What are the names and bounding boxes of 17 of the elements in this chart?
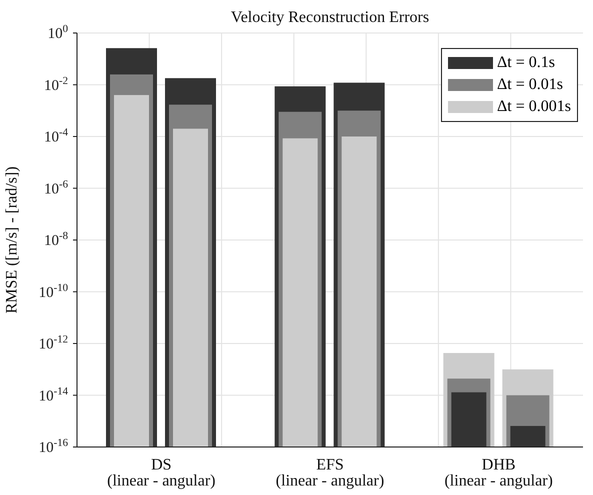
x-tick-label: DS (linear - angular) xyxy=(107,456,216,490)
y-tick-label: 10$^{-6}$ xyxy=(44,178,69,198)
legend-label: Δt = 0.001s xyxy=(497,98,571,116)
y-tick-label: 10$^{-14}$ xyxy=(38,385,69,404)
y-tick-label: 10$^{-10}$ xyxy=(38,282,68,301)
y-tick-label: 10$^{-16}$ xyxy=(38,437,69,456)
x-tick-label: DHB (linear - angular) xyxy=(444,456,553,490)
y-tick-label: 10$^{-2}$ xyxy=(44,74,68,94)
y-tick-label: 10$^{-8}$ xyxy=(44,230,68,249)
y-tick-label: 10$^{-4}$ xyxy=(44,126,69,146)
x-tick-label: EFS (linear - angular) xyxy=(276,456,384,490)
legend-label: Δt = 0.1s xyxy=(497,54,555,72)
chart-title: Velocity Reconstruction Errors xyxy=(230,9,430,27)
y-axis-title: RMSE ([m/s] - [rad/s]) xyxy=(4,166,21,314)
legend-label: Δt = 0.01s xyxy=(497,76,563,94)
y-tick-label: 10$^{-12}$ xyxy=(38,334,68,352)
y-tick-label: 10$^{0}$ xyxy=(48,23,68,42)
